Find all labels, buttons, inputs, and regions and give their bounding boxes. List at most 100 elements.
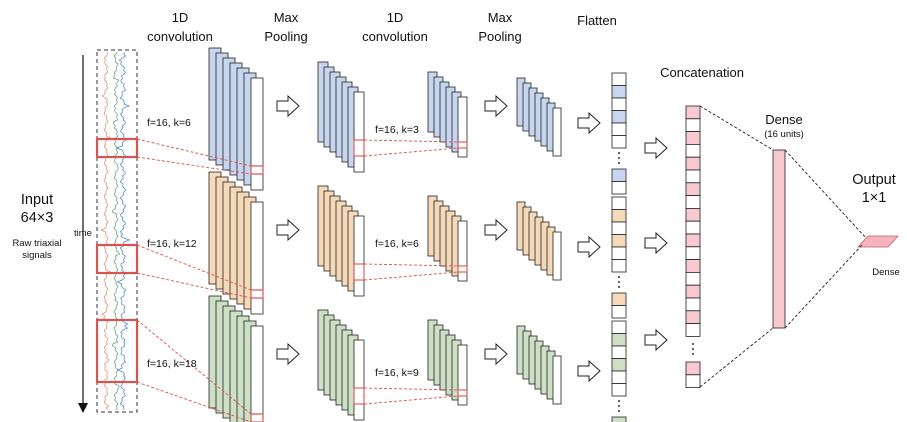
concat-cell [685, 297, 701, 312]
right-arrow-icon [276, 94, 300, 118]
pool1-header-line2: Pooling [264, 29, 307, 44]
ellipsis-dot [618, 152, 620, 154]
concat-cell [685, 169, 701, 184]
conv2-params-branch2: f=16, k=6 [375, 238, 419, 250]
ellipsis-dot [618, 162, 620, 164]
conv2-projection-line [363, 387, 459, 391]
conv2-header-line1: 1D [387, 10, 404, 25]
ellipsis-dot [618, 286, 620, 288]
flatten-cell [611, 333, 627, 347]
flatten-cell [611, 320, 627, 334]
time-axis-arrowhead [78, 403, 88, 413]
flatten-cell [611, 72, 627, 86]
output-title-line1: Output [852, 172, 896, 188]
flatten-cell [611, 209, 627, 223]
pool2-header-line2: Pooling [478, 29, 521, 44]
conv1-params-branch3: f=16, k=18 [147, 358, 197, 370]
input-signal-frame [96, 49, 138, 413]
concat-cell [685, 259, 701, 273]
ellipsis-dot [618, 281, 620, 283]
conv2-params-branch3: f=16, k=9 [375, 367, 419, 379]
flatten-cell [611, 370, 627, 384]
flatten-cell [611, 292, 627, 306]
flatten-cell [611, 358, 627, 372]
pool1-window-highlight [353, 139, 365, 157]
input-caption-line1: Raw triaxial [12, 238, 61, 249]
input-caption-line2: signals [22, 250, 52, 261]
flatten-cell [611, 110, 627, 124]
conv1-projection-line [136, 272, 252, 299]
output-title-line2: 1×1 [862, 190, 887, 206]
concat-cell [685, 118, 701, 133]
signal-trace-x [100, 51, 112, 411]
right-arrow-icon [276, 218, 300, 242]
right-arrow-icon [577, 235, 601, 259]
dense-layer-bar [772, 149, 786, 329]
dense-output-connection [784, 149, 867, 239]
conv1-params-branch2: f=16, k=12 [147, 238, 197, 250]
conv1-projection-line [136, 138, 252, 167]
pool1-branch1-map [353, 91, 365, 173]
pool1-branch2-map [353, 215, 365, 297]
conv1-projection-line [136, 381, 252, 422]
ellipsis-dot [618, 157, 620, 159]
concat-cell [685, 271, 701, 286]
conv1-branch1-map [250, 77, 264, 191]
conv1-branch3-map [250, 325, 264, 422]
right-arrow-icon [577, 359, 601, 383]
concat-cell [685, 233, 701, 248]
pool2-branch2-map [552, 231, 562, 281]
diagram-shapes: f=16, k=6 f=16, k=3 f=16, k=12 f=16, k=6 f=1… [78, 47, 899, 422]
dense-header: Dense [765, 112, 803, 127]
flatten-cell [611, 135, 627, 149]
conv1-projection-line [136, 244, 252, 291]
concat-cell [685, 374, 701, 388]
concat-dense-connection [699, 327, 774, 388]
conv1-kernel-highlight [250, 289, 264, 299]
flatten-cell [611, 85, 627, 99]
input-title-line2: 64×3 [21, 210, 54, 226]
conv2-kernel-highlight [457, 141, 468, 149]
diagram-labels: 1D convolution Max Pooling 1D convolutio… [12, 10, 899, 278]
flatten-cell [611, 221, 627, 235]
input-title-line1: Input [21, 192, 53, 208]
flatten-cell [611, 345, 627, 359]
signal-trace-y [111, 51, 121, 411]
conv2-projection-line [363, 271, 459, 281]
right-arrow-icon [577, 111, 601, 135]
right-arrow-icon [644, 136, 668, 160]
conv1-branch2-map [250, 201, 264, 315]
flatten-cell [611, 383, 627, 397]
signal-trace-z [115, 51, 131, 411]
flatten-cell [611, 234, 627, 248]
pool2-header-line1: Max [488, 10, 513, 25]
pool1-branch3-map [353, 339, 365, 421]
conv2-branch2-map [457, 220, 468, 282]
concat-cell [685, 182, 701, 197]
right-arrow-icon [644, 231, 668, 255]
conv2-branch1-map [457, 96, 468, 158]
concat-cell [685, 105, 701, 120]
right-arrow-icon [484, 342, 508, 366]
conv2-projection-line [363, 263, 459, 267]
concat-cell [685, 220, 701, 235]
flatten-cell [611, 181, 627, 195]
conv2-projection-line [363, 139, 459, 143]
concat-cell [685, 361, 701, 376]
conv2-projection-line [363, 147, 459, 157]
concat-cell [685, 143, 701, 158]
pool1-window-highlight [353, 263, 365, 281]
conv2-header-line2: convolution [362, 29, 428, 44]
flatten-header: Flatten [577, 13, 617, 28]
ellipsis-dot [692, 353, 694, 355]
input-window-2 [95, 243, 139, 275]
flatten-cell [611, 259, 627, 273]
input-window-1 [95, 137, 139, 159]
flatten-cell [611, 97, 627, 111]
flatten-cell [611, 246, 627, 260]
conv1-header-line1: 1D [172, 10, 189, 25]
concat-cell [685, 156, 701, 171]
ellipsis-dot [618, 405, 620, 407]
ellipsis-dot [618, 410, 620, 412]
